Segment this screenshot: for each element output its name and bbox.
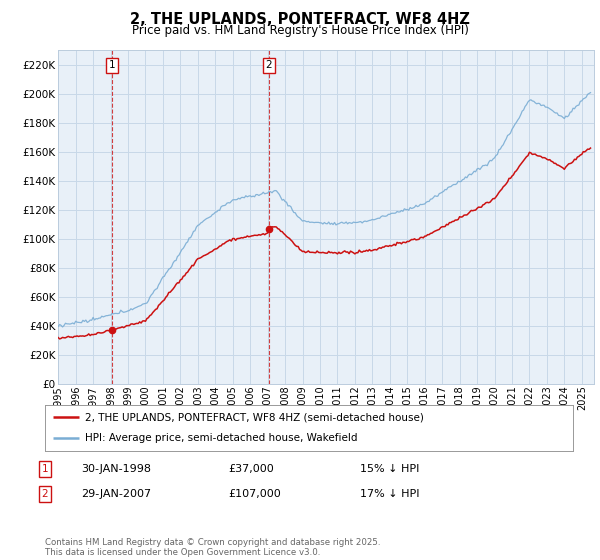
Text: Contains HM Land Registry data © Crown copyright and database right 2025.
This d: Contains HM Land Registry data © Crown c… <box>45 538 380 557</box>
Text: £107,000: £107,000 <box>228 489 281 499</box>
Text: £37,000: £37,000 <box>228 464 274 474</box>
Text: 29-JAN-2007: 29-JAN-2007 <box>81 489 151 499</box>
Text: 2: 2 <box>41 489 49 499</box>
Text: 15% ↓ HPI: 15% ↓ HPI <box>360 464 419 474</box>
Text: 17% ↓ HPI: 17% ↓ HPI <box>360 489 419 499</box>
Text: Price paid vs. HM Land Registry's House Price Index (HPI): Price paid vs. HM Land Registry's House … <box>131 24 469 37</box>
Text: 1: 1 <box>41 464 49 474</box>
Text: HPI: Average price, semi-detached house, Wakefield: HPI: Average price, semi-detached house,… <box>85 433 357 444</box>
Text: 2, THE UPLANDS, PONTEFRACT, WF8 4HZ (semi-detached house): 2, THE UPLANDS, PONTEFRACT, WF8 4HZ (sem… <box>85 412 424 422</box>
Text: 1: 1 <box>109 60 115 71</box>
Text: 2, THE UPLANDS, PONTEFRACT, WF8 4HZ: 2, THE UPLANDS, PONTEFRACT, WF8 4HZ <box>130 12 470 27</box>
Text: 2: 2 <box>266 60 272 71</box>
Text: 30-JAN-1998: 30-JAN-1998 <box>81 464 151 474</box>
